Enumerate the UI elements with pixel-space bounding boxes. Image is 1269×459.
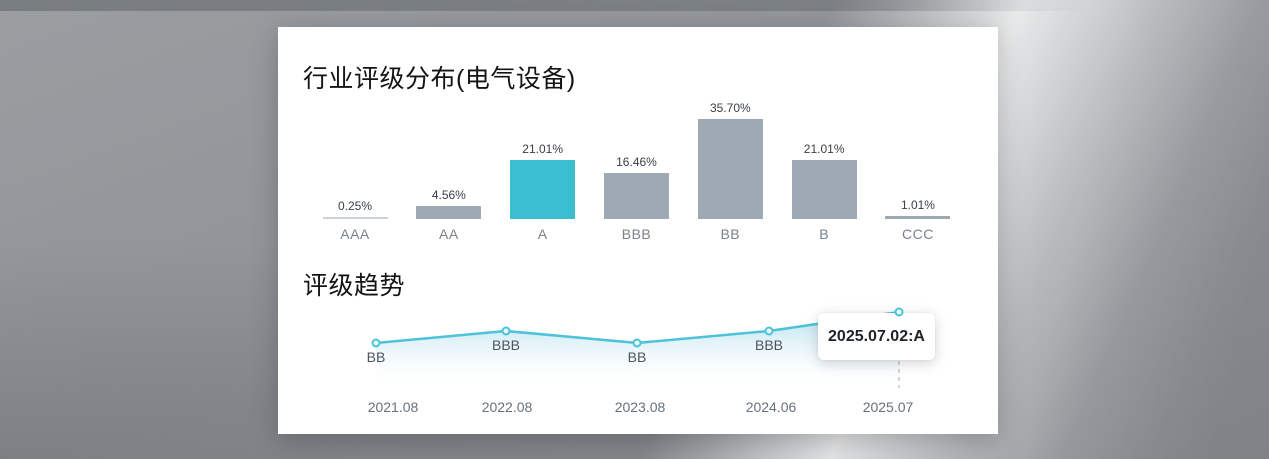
bar-chart-title: 行业评级分布(电气设备): [303, 65, 576, 93]
bar-category-label-ccc: CCC: [902, 226, 934, 242]
x-axis-label-4: 2025.07: [862, 399, 914, 415]
bar-category-label-aa: AA: [438, 226, 459, 242]
rating-panel-card: 行业评级分布(电气设备) 0.25% AAA 4.56% AA 21.01% A 16.46…: [278, 27, 998, 434]
x-axis-label-1: 2022.08: [481, 399, 533, 415]
background-top-shade: [0, 0, 1269, 11]
bar-value-label-ccc: 1.01%: [900, 198, 935, 212]
trend-point-4[interactable]: [894, 307, 904, 317]
bar-bbb[interactable]: [603, 173, 669, 219]
point-rating-label-0: BB: [366, 349, 386, 365]
point-rating-label-2: BB: [627, 349, 647, 365]
trend-point-2[interactable]: [632, 338, 642, 348]
bar-b[interactable]: [791, 160, 857, 219]
bar-ccc[interactable]: [885, 216, 951, 219]
trend-chart-title: 评级趋势: [303, 272, 406, 300]
x-axis-label-3: 2024.06: [745, 399, 797, 415]
bar-a[interactable]: [510, 160, 576, 219]
trend-point-1[interactable]: [501, 326, 511, 336]
industry-rating-bar-chart: 0.25% AAA 4.56% AA 21.01% A 16.46% BBB 35.70% BB 2…: [278, 27, 998, 434]
bar-value-label-aa: 4.56%: [431, 188, 466, 202]
bar-value-label-aaa: 0.25%: [337, 199, 373, 213]
bar-value-label-bb: 35.70%: [709, 101, 751, 115]
bar-aaa[interactable]: [322, 217, 388, 219]
bar-value-label-bbb: 16.46%: [616, 155, 657, 169]
point-rating-label-1: BBB: [491, 337, 521, 353]
bar-bb[interactable]: [697, 119, 763, 219]
x-axis-label-0: 2021.08: [367, 399, 419, 415]
x-axis-label-2: 2023.08: [614, 399, 666, 415]
trend-markers-svg: [371, 307, 904, 348]
point-rating-label-3: BBB: [754, 337, 784, 353]
bar-category-label-a: A: [537, 226, 548, 242]
bar-value-label-a: 21.01%: [522, 142, 564, 156]
rating-trend-line-chart: BB BBB BB BBB 2021.08 2022.08 2023.08 2024.06 20…: [278, 27, 998, 434]
bar-value-label-b: 21.01%: [803, 142, 845, 156]
chart-tooltip: 2025.07.02:A: [818, 313, 935, 360]
trend-point-3[interactable]: [764, 326, 774, 336]
trend-line-svg: [375, 310, 900, 388]
bar-category-label-aaa: AAA: [340, 226, 370, 242]
bar-category-label-bb: BB: [720, 226, 741, 242]
bar-category-label-bbb: BBB: [621, 226, 652, 242]
bar-category-label-b: B: [819, 226, 830, 242]
trend-point-0[interactable]: [371, 338, 381, 348]
bar-aa[interactable]: [416, 206, 482, 219]
